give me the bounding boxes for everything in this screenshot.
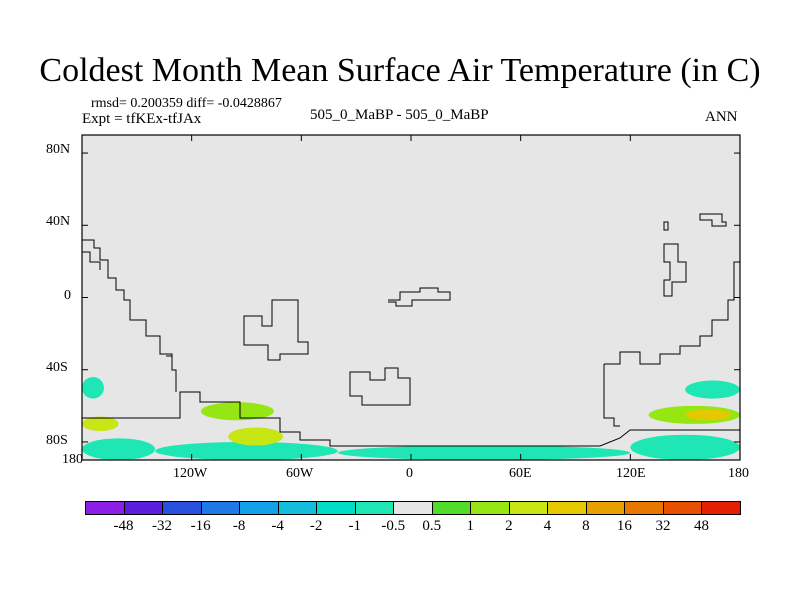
xtick-label: 120W: [173, 466, 208, 481]
chart-title: Coldest Month Mean Surface Air Temperatu…: [39, 52, 761, 89]
colorbar-label: -4: [271, 518, 284, 534]
colorbar-swatch: [547, 501, 587, 515]
xtick-label: 180: [62, 452, 83, 467]
coastlines: [82, 213, 741, 447]
ytick-label: 80N: [46, 142, 71, 157]
anomaly-region: [685, 380, 740, 399]
anomaly-region: [228, 427, 284, 446]
colorbar-swatch: [508, 501, 549, 515]
xtick-label: 60E: [509, 466, 532, 481]
anomaly-region: [630, 434, 741, 460]
colorbar-label: 1: [466, 518, 475, 534]
colorbar-label: 32: [655, 518, 671, 534]
anomaly-region: [337, 445, 631, 460]
anomaly-region: [82, 376, 104, 399]
colorbar-label: -2: [309, 518, 323, 534]
ytick-label: 40N: [46, 214, 71, 229]
colorbar-label: -32: [152, 518, 173, 534]
anomaly-region: [155, 441, 338, 460]
xtick-label: 180: [728, 466, 749, 481]
colorbar-label: 48: [693, 518, 709, 534]
colorbar-label: -16: [190, 518, 211, 534]
anomaly-region: [685, 409, 731, 421]
colorbar-label: -1: [348, 518, 361, 534]
colorbar-swatch: [239, 501, 279, 515]
anomaly-region: [82, 438, 156, 460]
map-background: [82, 135, 740, 460]
colorbar-swatch: [624, 501, 664, 515]
colorbar-swatch: [431, 501, 472, 515]
colorbar-swatch: [277, 501, 318, 515]
colorbar-label: 0.5: [422, 518, 442, 534]
colorbar-label: -0.5: [381, 518, 406, 534]
colorbar-swatch: [162, 501, 202, 515]
stats-line: rmsd= 0.200359 diff= -0.0428867: [91, 96, 282, 111]
colorbar-label: 16: [616, 518, 632, 534]
colorbar-swatch: [662, 501, 703, 515]
colorbar-swatch: [354, 501, 395, 515]
colorbar-swatch: [701, 501, 741, 515]
ytick-label: 40S: [46, 360, 68, 375]
colorbar-label: 8: [582, 518, 590, 534]
period-label: ANN: [705, 109, 738, 125]
ytick-label: 0: [64, 288, 71, 303]
anomaly-region: [82, 416, 119, 432]
anomaly-region: [200, 402, 274, 421]
colorbar-label: 2: [505, 518, 513, 534]
colorbar-swatch: [393, 501, 433, 515]
anomaly-fills: [82, 135, 741, 460]
colorbar-label: -48: [113, 518, 134, 534]
colorbar-swatch: [316, 501, 356, 515]
xtick-label: 0: [406, 466, 413, 481]
expt-line: Expt = tfKEx-tfJAx: [82, 111, 202, 127]
ytick-label: 80S: [46, 433, 68, 448]
colorbar-swatch: [200, 501, 241, 515]
colorbar-swatch: [85, 501, 125, 515]
colorbar-swatch: [585, 501, 626, 515]
colorbar-swatch: [123, 501, 164, 515]
xtick-label: 120E: [616, 466, 646, 481]
case-line: 505_0_MaBP - 505_0_MaBP: [310, 107, 489, 123]
colorbar-label: 4: [543, 518, 552, 534]
colorbar-swatch: [470, 501, 510, 515]
colorbar-label: -8: [232, 518, 246, 534]
xtick-label: 60W: [286, 466, 314, 481]
